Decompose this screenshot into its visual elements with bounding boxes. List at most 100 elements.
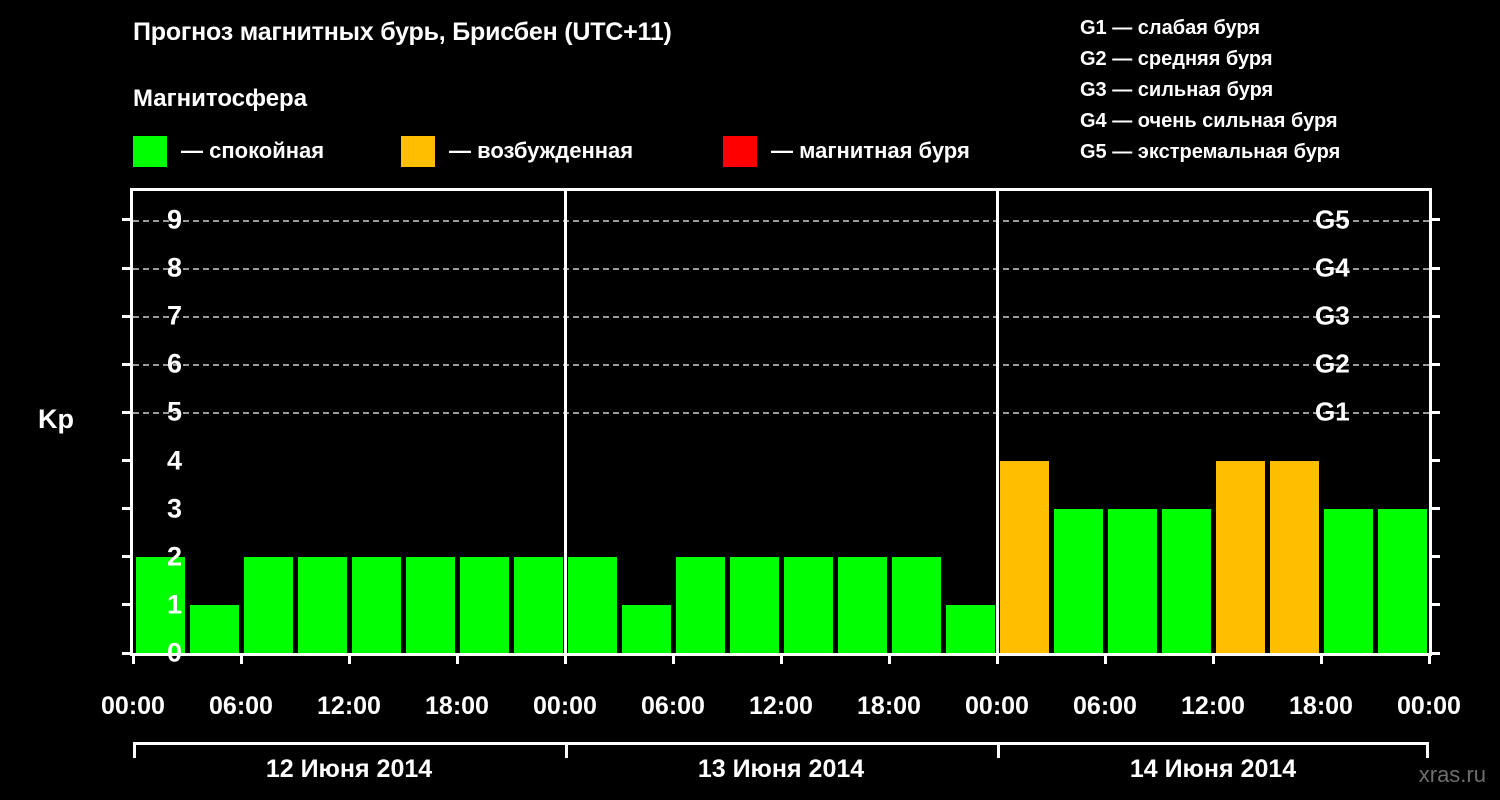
g-scale-row-3: G3 — сильная буря	[1080, 79, 1274, 101]
bar	[783, 556, 833, 653]
g-axis-label-G1: G1	[1315, 396, 1350, 427]
y-tick-9	[122, 218, 133, 222]
bar	[621, 604, 671, 653]
x-tick-5	[671, 653, 675, 664]
x-axis-time-label-9: 06:00	[1073, 692, 1137, 720]
y-axis-label-2: 2	[166, 541, 182, 572]
date-axis-tick-1	[565, 742, 568, 758]
y-tick-right-8	[1429, 266, 1440, 270]
x-tick-10	[1211, 653, 1215, 664]
x-axis-time-label-11: 18:00	[1289, 692, 1353, 720]
x-tick-11	[1319, 653, 1323, 664]
legend-item-2: — магнитная буря	[723, 133, 970, 169]
x-axis-time-label-10: 12:00	[1181, 692, 1245, 720]
legend-swatch-1	[401, 135, 435, 167]
gridline-kp-5	[133, 412, 1429, 415]
y-axis-label-0: 0	[166, 637, 182, 668]
y-tick-right-9	[1429, 218, 1440, 222]
y-axis-label-5: 5	[166, 396, 182, 427]
date-axis-tick-3	[1426, 742, 1429, 758]
bar	[459, 556, 509, 653]
gridline-kp-8	[133, 268, 1429, 270]
y-axis-title: Kp	[38, 404, 74, 434]
y-tick-right-1	[1429, 603, 1440, 607]
legend-label-2: — магнитная буря	[771, 138, 970, 163]
x-axis-time-label-7: 18:00	[857, 692, 921, 720]
x-tick-3	[455, 653, 459, 664]
g-scale-legend: G1 — слабая буря G2 — средняя буря G3 — си…	[1080, 13, 1340, 168]
bar	[945, 604, 995, 653]
x-axis-time-label-6: 12:00	[749, 692, 813, 720]
y-axis-label-9: 9	[166, 204, 182, 235]
bar	[1377, 508, 1427, 653]
page-title: Прогноз магнитных бурь, Брисбен (UTC+11)	[133, 18, 672, 46]
y-tick-right-5	[1429, 410, 1440, 414]
bar	[729, 556, 779, 653]
legend-label-0: — спокойная	[181, 138, 325, 163]
y-tick-0	[122, 651, 133, 655]
magnetosphere-label: Магнитосфера	[133, 85, 308, 112]
date-axis-tick-2	[997, 742, 1000, 758]
x-axis-time-label-2: 12:00	[317, 692, 381, 720]
bar	[351, 556, 401, 653]
legend-swatch-2	[723, 135, 757, 167]
x-tick-8	[995, 653, 999, 664]
x-tick-6	[779, 653, 783, 664]
x-tick-0	[131, 653, 135, 664]
legend-item-1: — возбужденная	[401, 133, 633, 169]
x-axis-time-label-3: 18:00	[425, 692, 489, 720]
watermark: xras.ru	[1418, 762, 1486, 787]
bar-series	[133, 191, 1429, 653]
bar	[1107, 508, 1157, 653]
g-scale-row-5: G5 — экстремальная буря	[1080, 141, 1341, 163]
y-tick-6	[122, 362, 133, 366]
plot-inner	[133, 191, 1429, 653]
color-legend: — спокойная — возбужденная — магнитная бур…	[133, 133, 1063, 169]
y-tick-right-4	[1429, 459, 1440, 462]
x-axis-time-label-4: 00:00	[533, 692, 597, 720]
x-tick-1	[239, 653, 243, 664]
bar	[135, 556, 185, 653]
date-label-3: 14 Июня 2014	[1129, 755, 1297, 783]
date-label-2: 13 Июня 2014	[697, 755, 865, 783]
bar	[891, 556, 941, 653]
bar	[1053, 508, 1103, 653]
gridline-kp-6	[133, 364, 1429, 367]
date-axis-line	[133, 742, 1429, 745]
g-scale-row-1: G1 — слабая буря	[1080, 17, 1261, 39]
bar	[297, 556, 347, 653]
bar	[567, 556, 617, 653]
bar	[1269, 460, 1319, 653]
x-axis-time-label-5: 06:00	[641, 692, 705, 720]
legend-item-0: — спокойная	[133, 133, 324, 169]
legend-swatch-0	[133, 135, 167, 167]
y-axis-label-6: 6	[166, 348, 182, 379]
y-tick-right-6	[1429, 362, 1440, 366]
bar	[513, 556, 563, 653]
legend-label-1: — возбужденная	[449, 138, 634, 163]
y-axis-label-8: 8	[166, 252, 182, 283]
g-axis-label-G4: G4	[1315, 252, 1350, 283]
x-axis-time-label-8: 00:00	[965, 692, 1029, 720]
bar	[1323, 508, 1373, 653]
bar	[1215, 460, 1265, 653]
gridline-kp-7	[133, 316, 1429, 319]
gridline-kp-9	[133, 219, 1429, 222]
y-tick-1	[122, 603, 133, 607]
bar	[1161, 508, 1211, 653]
y-tick-3	[122, 507, 133, 511]
x-axis-time-label-12: 00:00	[1397, 692, 1461, 720]
g-axis-label-G3: G3	[1315, 300, 1350, 331]
day-divider-1	[563, 191, 567, 653]
y-tick-right-2	[1429, 555, 1440, 559]
plot-area	[122, 188, 1440, 664]
y-tick-5	[122, 410, 133, 414]
x-tick-4	[563, 653, 567, 664]
bar	[405, 556, 455, 653]
y-tick-right-3	[1429, 507, 1440, 511]
y-tick-2	[122, 555, 133, 559]
bar	[837, 556, 887, 653]
x-axis-time-label-1: 06:00	[209, 692, 273, 720]
day-divider-2	[995, 191, 999, 653]
